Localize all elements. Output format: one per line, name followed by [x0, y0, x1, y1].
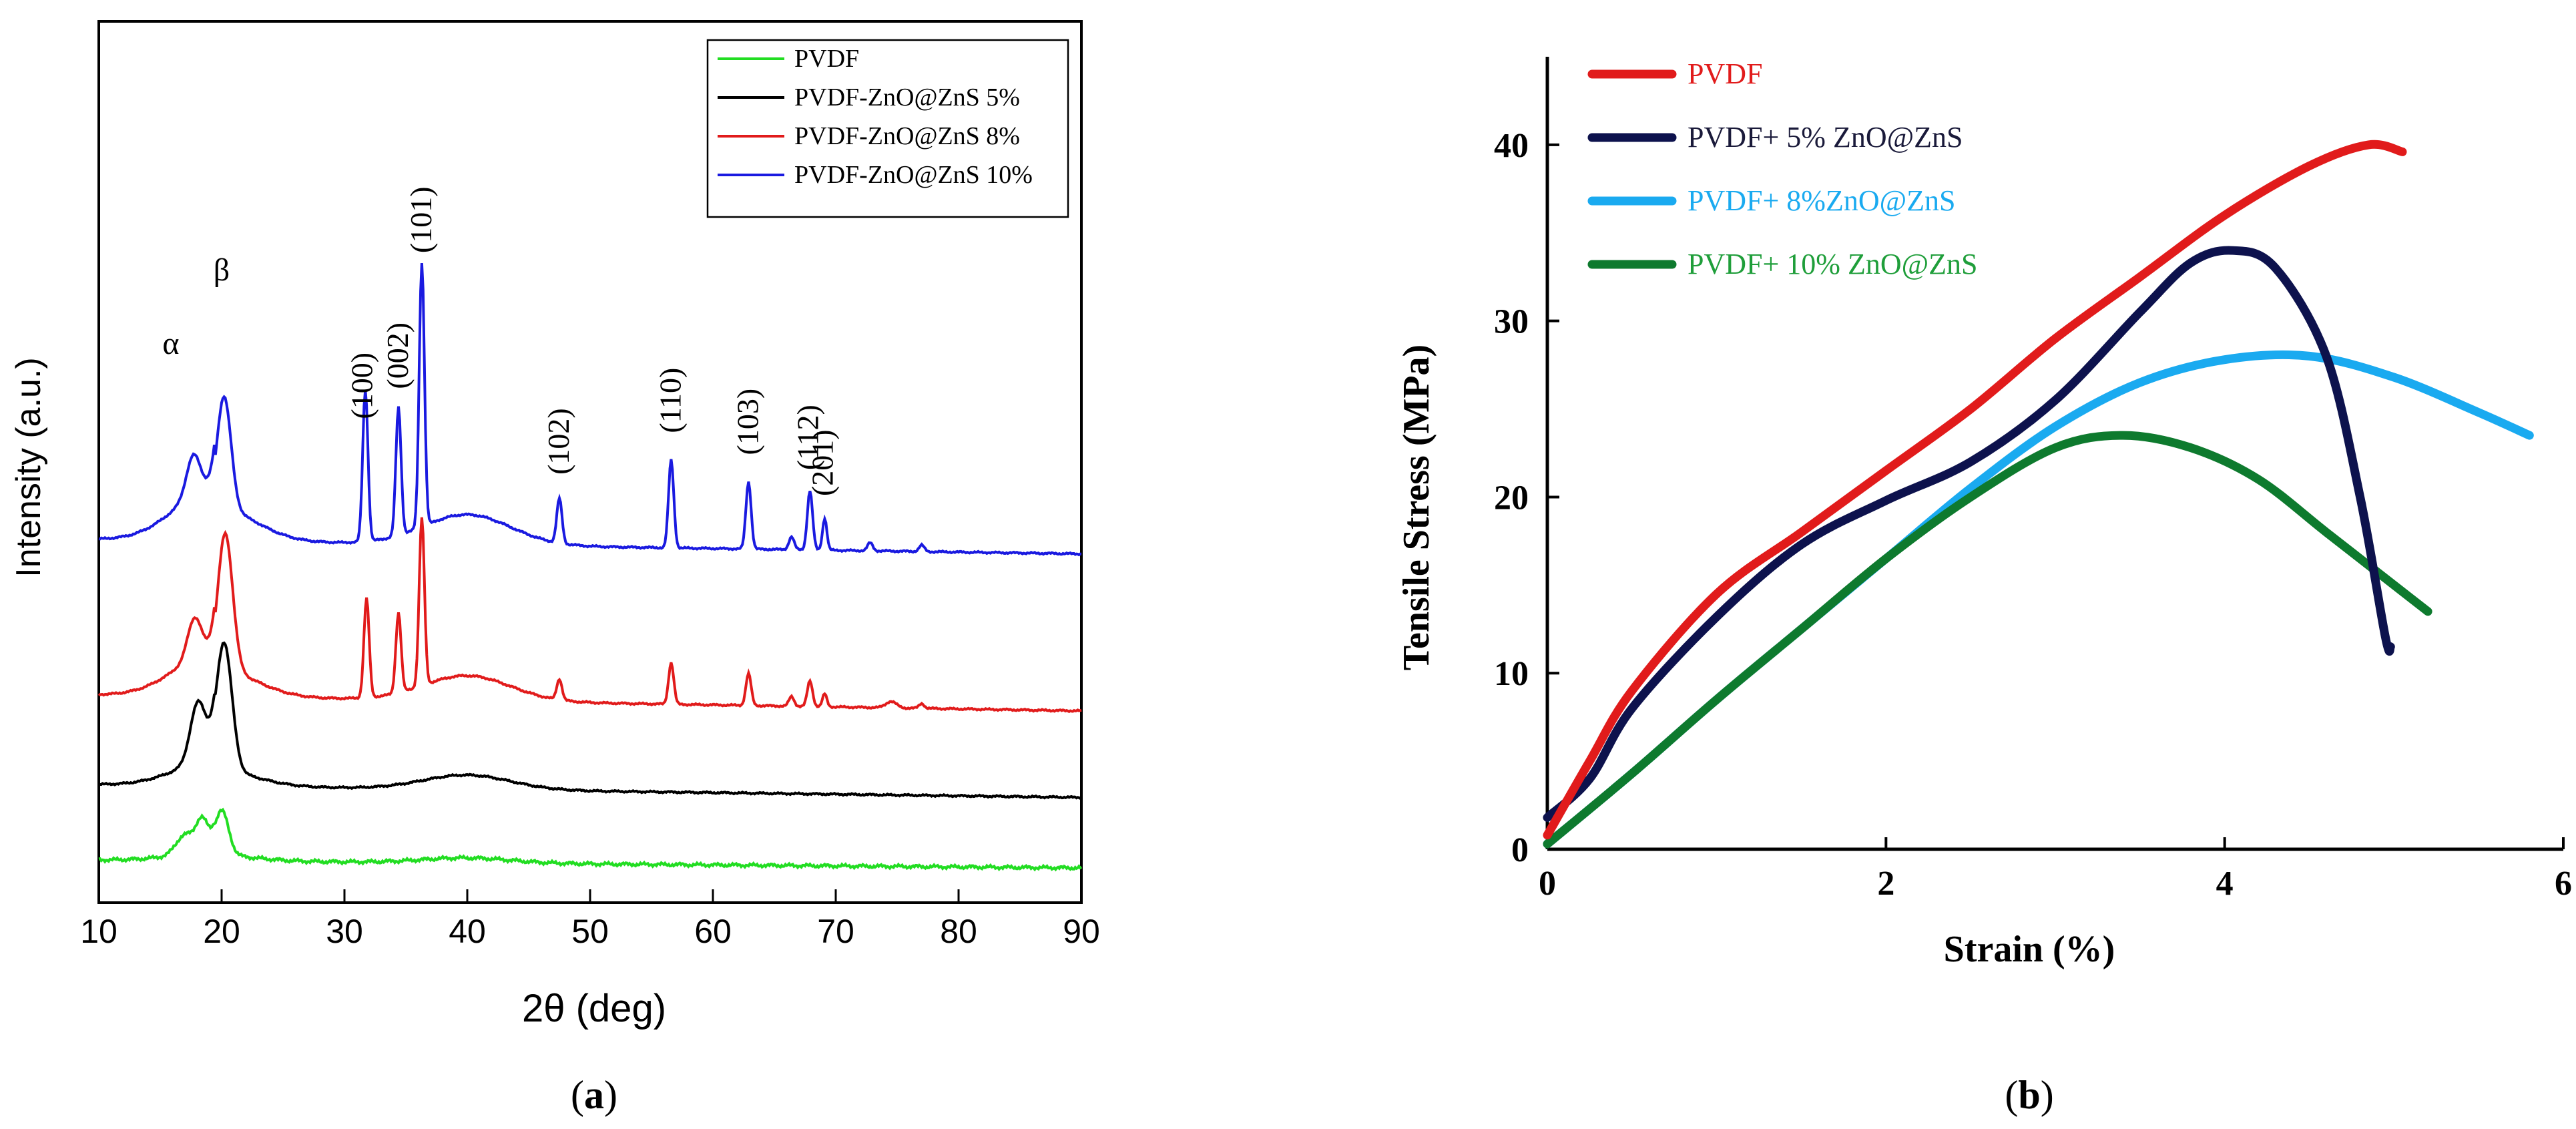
xrd-peak-labels: (100) (002) (101) (102) (110) (103) (112)(201)…	[162, 186, 839, 496]
xrd-peak-label: (110)	[653, 368, 687, 433]
panel-a-label: (a)	[571, 1073, 617, 1117]
xrd-x-axis-label: 2θ (deg)	[522, 987, 666, 1030]
xrd-phase-label: α	[162, 326, 179, 361]
tensile-series-pvdf-10-zno-zns	[1543, 431, 2432, 849]
xrd-peak-label: (100)	[345, 353, 379, 419]
tensile-x-tick-label: 0	[1539, 865, 1556, 903]
xrd-phase-label: β	[214, 252, 230, 288]
panel-b-label: (b)	[2005, 1073, 2053, 1117]
xrd-x-tick-label: 80	[940, 913, 977, 950]
tensile-y-axis-label: Tensile Stress (MPa)	[1396, 345, 1437, 670]
tensile-series-pvdf	[1543, 140, 2407, 840]
xrd-peak-label: (101)	[404, 186, 438, 253]
xrd-y-axis-label: Intensity (a.u.)	[9, 357, 48, 577]
tensile-x-axis-label: Strain (%)	[1944, 929, 2115, 970]
xrd-series-pvdf	[98, 807, 1083, 872]
xrd-legend-box	[706, 39, 1069, 218]
xrd-series-pvdf-zno-zns-8	[97, 517, 1082, 714]
xrd-x-tick-label: 60	[694, 913, 732, 950]
tensile-y-tick-label: 20	[1494, 479, 1529, 517]
tensile-legend-label: PVDF+ 10% ZnO@ZnS	[1688, 248, 1977, 280]
tensile-ticks: 0 10 20 30 40 0 2 4 6	[1494, 127, 2572, 903]
xrd-peak-label: (002)	[380, 322, 415, 389]
xrd-x-tick-label: 30	[326, 913, 363, 950]
tensile-y-tick-label: 0	[1511, 831, 1529, 869]
xrd-legend: PVDF PVDF-ZnO@ZnS 5% PVDF-ZnO@ZnS 8% PVDF-Z…	[706, 39, 1069, 218]
xrd-peak-label: (103)	[730, 389, 764, 455]
xrd-legend-label: PVDF-ZnO@ZnS 8%	[794, 122, 1020, 150]
tensile-x-tick-label: 4	[2216, 865, 2234, 903]
tensile-series-pvdf-5-zno-zns	[1543, 246, 2395, 822]
tensile-y-tick-label: 40	[1494, 127, 1529, 165]
xrd-series-pvdf-zno-zns-5	[98, 641, 1083, 801]
tensile-x-tick-label: 2	[1877, 865, 1894, 903]
xrd-series-pvdf-zno-zns-10	[98, 263, 1082, 557]
tensile-chart: 0 10 20 30 40 0 2 4 6 Tensile Stress (MPa) Strai…	[1396, 57, 2572, 1117]
tensile-legend-label: PVDF+ 8%ZnO@ZnS	[1688, 184, 1955, 217]
xrd-legend-label: PVDF-ZnO@ZnS 10%	[794, 161, 1033, 189]
xrd-legend-label: PVDF	[794, 45, 859, 73]
xrd-series-group	[97, 263, 1083, 872]
tensile-x-tick-label: 6	[2555, 865, 2572, 903]
xrd-x-tick-label: 20	[203, 913, 240, 950]
xrd-peak-label: (112)	[791, 405, 825, 470]
xrd-x-tick-label: 10	[80, 913, 117, 950]
tensile-y-tick-label: 10	[1494, 655, 1529, 693]
tensile-legend-label: PVDF+ 5% ZnO@ZnS	[1688, 121, 1963, 154]
xrd-chart: 10 20 30 40 50 60 70 80 90 (100) (002)(101)(102)(…	[9, 20, 1100, 1117]
tensile-legend: PVDF PVDF+ 5% ZnO@ZnS PVDF+ 8%ZnO@ZnS PVDF+…	[1587, 57, 1977, 280]
tensile-series-group	[1543, 140, 2534, 849]
xrd-x-tick-label: 90	[1063, 913, 1100, 950]
xrd-x-tick-label: 40	[449, 913, 486, 950]
xrd-x-tick-label: 50	[571, 913, 609, 950]
tensile-y-tick-label: 30	[1494, 303, 1529, 341]
xrd-x-ticks: 10 20 30 40 50 60 70 80 90	[80, 889, 1100, 950]
xrd-x-tick-label: 70	[817, 913, 854, 950]
xrd-peak-label: (102)	[541, 408, 575, 475]
xrd-legend-label: PVDF-ZnO@ZnS 5%	[794, 83, 1020, 111]
xrd-peak-label: (201)	[806, 429, 840, 496]
tensile-legend-label: PVDF	[1688, 57, 1763, 90]
